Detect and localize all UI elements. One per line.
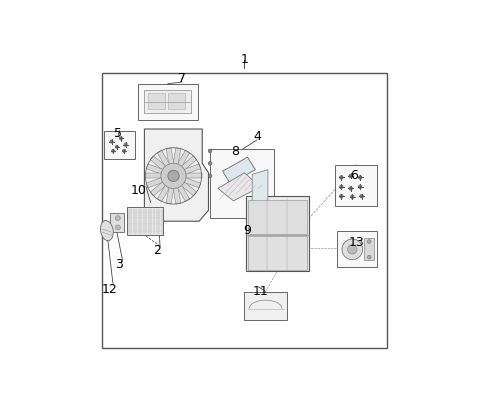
- Circle shape: [208, 149, 212, 153]
- Bar: [210, 150, 274, 219]
- Bar: [248, 200, 307, 234]
- Bar: [144, 91, 192, 114]
- Circle shape: [168, 171, 179, 182]
- Bar: [336, 231, 377, 267]
- Bar: [102, 74, 387, 348]
- Polygon shape: [146, 178, 163, 188]
- Bar: [168, 94, 185, 109]
- Circle shape: [123, 150, 125, 153]
- Polygon shape: [184, 178, 201, 188]
- Circle shape: [359, 177, 361, 179]
- Circle shape: [115, 216, 120, 221]
- Circle shape: [340, 186, 343, 189]
- Text: 1: 1: [240, 53, 248, 66]
- Polygon shape: [144, 130, 208, 222]
- Text: 13: 13: [349, 235, 365, 248]
- Circle shape: [208, 162, 212, 166]
- Text: 9: 9: [244, 223, 252, 236]
- Bar: [248, 237, 307, 270]
- Circle shape: [360, 195, 363, 198]
- Bar: [138, 85, 198, 120]
- Bar: [147, 94, 165, 109]
- Circle shape: [349, 188, 352, 190]
- Circle shape: [115, 226, 120, 230]
- Circle shape: [120, 138, 122, 141]
- Circle shape: [367, 240, 371, 244]
- Polygon shape: [181, 183, 197, 196]
- Text: 11: 11: [252, 284, 268, 297]
- Polygon shape: [252, 170, 268, 206]
- Polygon shape: [110, 214, 124, 232]
- Circle shape: [340, 177, 343, 179]
- Circle shape: [351, 196, 354, 199]
- Circle shape: [367, 256, 371, 260]
- Polygon shape: [146, 164, 163, 175]
- Polygon shape: [181, 156, 197, 171]
- Text: 6: 6: [350, 168, 358, 181]
- Polygon shape: [150, 183, 166, 196]
- Polygon shape: [157, 186, 169, 202]
- Circle shape: [359, 186, 361, 189]
- Text: 2: 2: [153, 243, 161, 256]
- Circle shape: [161, 164, 186, 189]
- Text: 7: 7: [178, 72, 186, 85]
- Polygon shape: [218, 173, 260, 201]
- Polygon shape: [178, 151, 190, 167]
- Polygon shape: [186, 174, 202, 179]
- Text: 12: 12: [102, 282, 118, 295]
- Polygon shape: [145, 174, 161, 179]
- Polygon shape: [184, 164, 201, 175]
- Circle shape: [349, 175, 352, 178]
- Bar: [127, 208, 163, 236]
- Circle shape: [342, 239, 362, 260]
- Polygon shape: [166, 188, 174, 205]
- Circle shape: [112, 150, 114, 153]
- Circle shape: [110, 141, 113, 143]
- Bar: [104, 131, 135, 159]
- Polygon shape: [150, 156, 166, 171]
- Bar: [335, 166, 377, 206]
- Polygon shape: [166, 148, 174, 164]
- Circle shape: [348, 245, 357, 254]
- Text: 5: 5: [114, 126, 122, 139]
- Polygon shape: [223, 158, 255, 184]
- Ellipse shape: [100, 221, 113, 241]
- Polygon shape: [173, 148, 181, 164]
- Polygon shape: [157, 151, 169, 167]
- Circle shape: [340, 195, 343, 198]
- Polygon shape: [178, 186, 190, 202]
- Text: 8: 8: [231, 145, 239, 158]
- Bar: [246, 197, 309, 272]
- Bar: [364, 239, 374, 261]
- Polygon shape: [173, 188, 181, 205]
- Circle shape: [208, 175, 212, 178]
- Text: 3: 3: [116, 257, 123, 270]
- Circle shape: [124, 144, 127, 147]
- Circle shape: [116, 146, 118, 149]
- Bar: [244, 292, 287, 320]
- Text: 4: 4: [253, 130, 261, 143]
- Text: 10: 10: [130, 184, 146, 197]
